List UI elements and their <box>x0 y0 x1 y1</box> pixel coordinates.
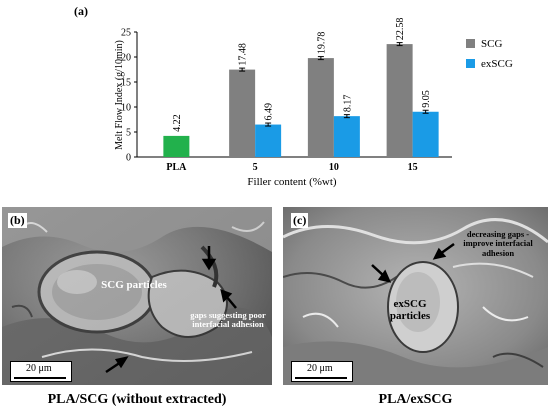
legend-label-exscg: exSCG <box>481 58 513 70</box>
panel-b-letter: (b) <box>8 213 27 228</box>
chart-bars <box>163 42 439 157</box>
scale-bar-b <box>10 361 72 382</box>
legend-swatch-scg <box>466 39 475 48</box>
bar-exscg-10 <box>333 116 360 157</box>
data-label: 22.58 <box>395 18 406 41</box>
data-label: 8.17 <box>342 95 353 113</box>
y-tick-label: 10 <box>121 103 131 114</box>
scale-bar-line-c <box>295 377 347 379</box>
data-label: 19.78 <box>316 32 327 55</box>
chart-legend: SCG exSCG <box>466 38 513 70</box>
data-label: 4.22 <box>172 114 183 132</box>
arrow-icon <box>432 247 447 260</box>
bar-exscg-15 <box>412 111 439 157</box>
bar-scg-5 <box>229 69 256 157</box>
arrow-icon <box>201 258 217 271</box>
y-tick-label: 0 <box>126 153 131 164</box>
x-tick-label: PLA <box>166 162 187 173</box>
chart-labels: 4.22 PLA 17.48 6.49 5 19.78 8.17 10 22.58 9.05 15 <box>166 18 432 173</box>
x-axis-label: Filler content (%wt) <box>247 176 337 188</box>
panel-a-letter: (a) <box>74 4 88 18</box>
bar-exscg-5 <box>255 124 282 157</box>
x-tick-label: 10 <box>329 162 339 173</box>
mfi-bar-chart: 0 5 10 15 20 25 4.22 PLA 17.48 6.49 5 19.78 8.17 10 2… <box>114 18 513 188</box>
arrow-icon <box>220 289 233 303</box>
bar-scg-10 <box>307 58 334 157</box>
data-label: 17.48 <box>238 43 249 66</box>
scale-bar-c <box>291 361 353 382</box>
panel-c-letter: (c) <box>291 213 309 228</box>
y-tick-label: 20 <box>121 53 131 64</box>
decreasing-gaps-label: decreasing gaps - improve interfacial ad… <box>463 229 533 258</box>
x-tick-label: 5 <box>253 162 258 173</box>
y-axis-label: Melt Flow Index (g/10min) <box>114 40 125 150</box>
scale-bar-line-b <box>14 377 66 379</box>
data-label: 6.49 <box>264 103 275 121</box>
y-tick-label: 15 <box>121 78 131 89</box>
scale-bar-text-b: 20 μm <box>26 363 52 374</box>
y-tick-label: 25 <box>121 28 131 39</box>
data-label: 9.05 <box>421 90 432 108</box>
x-tick-label: 15 <box>408 162 418 173</box>
caption-pla-exscg: PLA/exSCG <box>378 392 453 407</box>
legend-swatch-exscg <box>466 59 475 68</box>
arrow-icon <box>114 356 129 369</box>
y-tick-label: 5 <box>126 128 131 139</box>
caption-pla-scg: PLA/SCG (without extracted) <box>47 392 227 407</box>
exscg-particles-label: exSCG particles <box>389 298 431 323</box>
scale-bar-text-c: 20 μm <box>307 363 333 374</box>
scg-particles-label: SCG particles <box>101 279 167 291</box>
bar-scg-15 <box>386 44 413 157</box>
legend-label-scg: SCG <box>481 38 502 50</box>
gaps-poor-adhesion-label: gaps suggesting poor interfacial adhesio… <box>190 310 266 330</box>
arrow-icon <box>377 269 392 283</box>
bar-pla-pla <box>163 135 190 157</box>
